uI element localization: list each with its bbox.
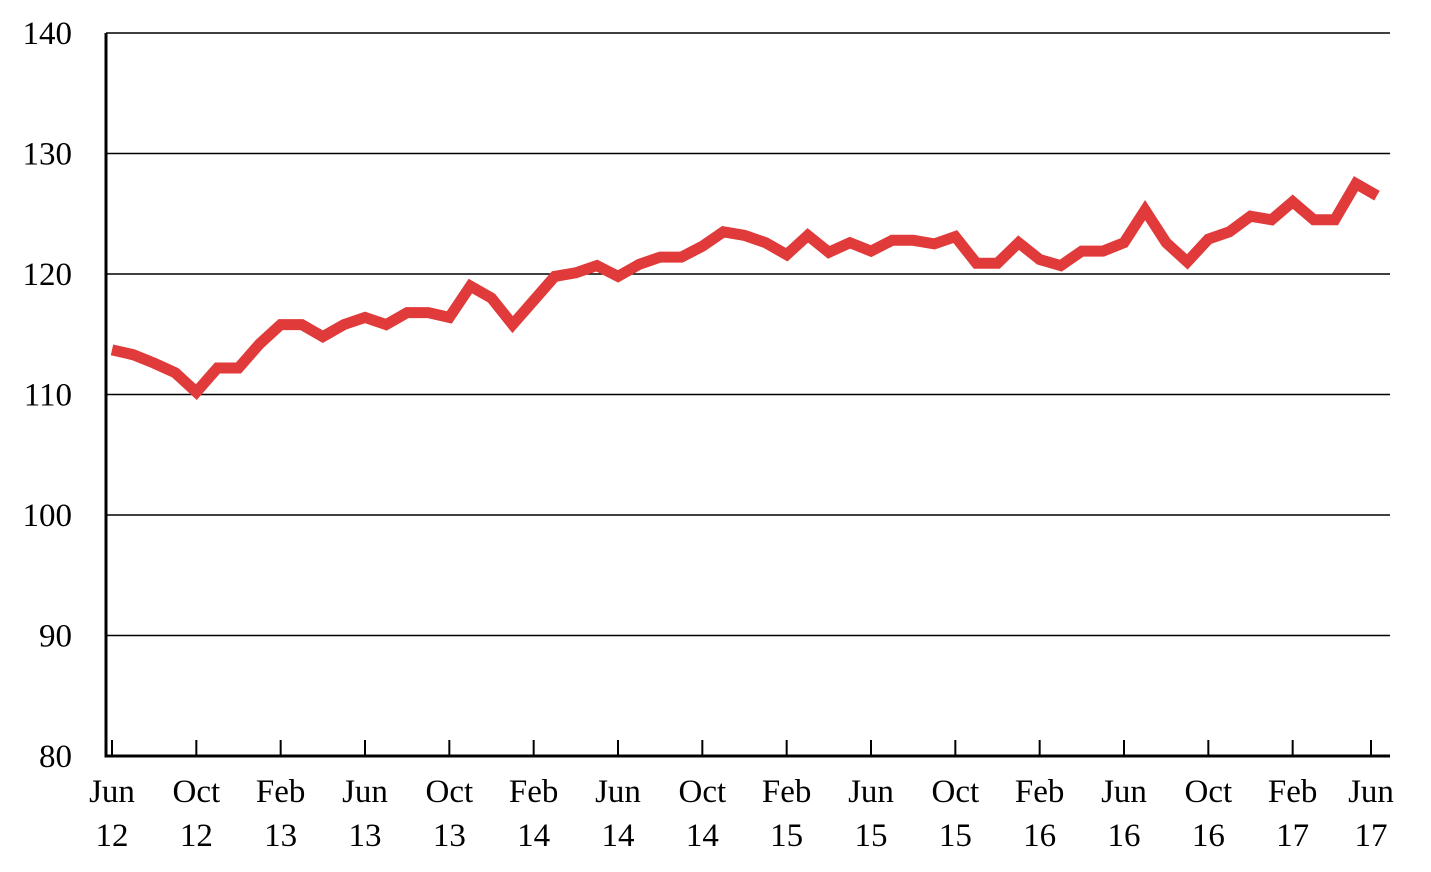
x-tick-month: Jun	[342, 774, 388, 810]
x-tick-month: Jun	[1348, 774, 1394, 810]
x-tick-month: Oct	[426, 774, 474, 810]
x-tick-year: 15	[939, 818, 972, 854]
x-tick-year: 12	[96, 818, 129, 854]
x-tick-year: 13	[264, 818, 297, 854]
x-tick-month: Jun	[1101, 774, 1147, 810]
x-tick-month: Jun	[848, 774, 894, 810]
x-tick-year: 14	[517, 818, 550, 854]
x-axis-ticks: Jun 12 Oct 12 Feb 13 Jun 13 Oct 13 Feb 14 Jun 14 Oct 14…	[89, 740, 1394, 854]
x-tick-year: 13	[433, 818, 466, 854]
x-tick-year: 15	[770, 818, 803, 854]
x-tick-year: 17	[1276, 818, 1309, 854]
x-tick-month: Jun	[595, 774, 641, 810]
x-tick-month: Oct	[679, 774, 727, 810]
y-tick-label-130: 130	[23, 137, 73, 173]
grid-lines	[106, 32, 1390, 637]
y-tick-label-140: 140	[23, 16, 73, 52]
y-axis-tick-labels: 80 90 100 110 120 130 140	[23, 16, 73, 775]
y-tick-label-110: 110	[24, 378, 72, 414]
x-tick-year: 12	[180, 818, 213, 854]
x-tick-month: Feb	[762, 774, 812, 810]
y-tick-label-120: 120	[23, 257, 73, 293]
x-tick-month: Jun	[89, 774, 135, 810]
x-tick-month: Oct	[173, 774, 221, 810]
x-tick-month: Feb	[256, 774, 306, 810]
x-tick-month: Feb	[509, 774, 559, 810]
x-tick-month: Feb	[1015, 774, 1065, 810]
axis-lines	[104, 33, 1390, 758]
axes	[104, 33, 1390, 758]
series-layer	[110, 176, 1380, 400]
x-tick-year: 16	[1192, 818, 1225, 854]
x-tick-year: 14	[602, 818, 635, 854]
x-tick-year: 16	[1023, 818, 1056, 854]
y-tick-label-90: 90	[39, 619, 72, 655]
x-tick-year: 16	[1108, 818, 1141, 854]
x-tick-year: 15	[855, 818, 888, 854]
x-tick-month: Oct	[932, 774, 980, 810]
series-line-0	[110, 176, 1380, 400]
x-tick-year: 14	[686, 818, 719, 854]
x-tick-year: 13	[349, 818, 382, 854]
x-tick-year: 17	[1355, 818, 1388, 854]
y-tick-label-80: 80	[39, 739, 72, 775]
x-tick-month: Feb	[1268, 774, 1318, 810]
x-tick-month: Oct	[1185, 774, 1233, 810]
y-tick-label-100: 100	[23, 498, 73, 534]
